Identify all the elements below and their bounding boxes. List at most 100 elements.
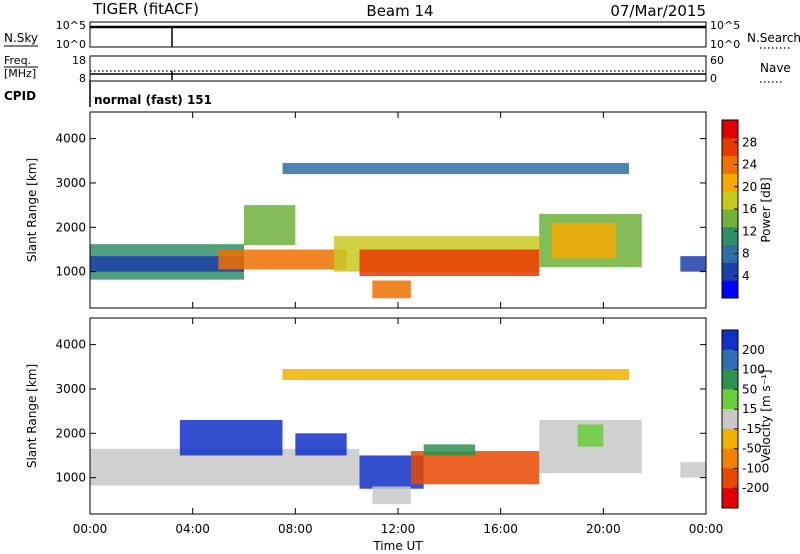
power-colorbar-seg-3 [722,226,738,246]
velocity-colorbar-label-5: -50 [742,442,762,456]
velocity-colorbar-label: Velocity [m s⁻¹] [759,369,773,462]
cpid-label: CPID [4,89,36,103]
power-colorbar-seg-2 [722,244,738,263]
nave-ytick-top-right: 60 [710,54,724,67]
velocity-xtick-label-5: 20:00 [586,522,621,536]
power-colorbar-label: Power [dB] [759,177,773,242]
velocity-band-6 [680,462,706,478]
power-ytick-label-1: 2000 [55,220,86,234]
power-colorbar-seg-7 [722,155,738,174]
velocity-band-2 [410,451,540,485]
power-band-7 [680,256,706,272]
velocity-colorbar-label-6: -100 [742,461,769,475]
velocity-colorbar-seg-1 [722,349,738,371]
power-colorbar-seg-9 [722,120,738,139]
velocity-xtick-label-3: 12:00 [381,522,416,536]
nsearch-label: N.Search [747,31,800,45]
time-axis-label: Time UT [372,539,423,553]
velocity-colorbar: 200 100 50 15 -15 -50 -100 -200 [721,329,769,509]
nsky-ytick-bottom-left: 10^0 [56,38,86,51]
power-colorbar-label-2: 12 [742,224,757,238]
velocity-band-10 [282,368,629,381]
freq-label-line1: Freq. [4,54,31,67]
velocity-band-9 [372,486,411,505]
velocity-ytick-label-3: 4000 [55,338,86,352]
cpid-value: normal (fast) 151 [94,93,212,107]
velocity-colorbar-seg-3 [722,389,738,410]
beam-label: Beam 14 [366,2,433,20]
freq-label-line2: [MHz] [4,67,36,80]
nsky-panel: 10^5 10^0 10^5 10^0 N.Sky N.Search [4,19,800,51]
power-band-4 [359,249,540,277]
power-colorbar-label-1: 8 [742,247,750,261]
nave-label: Nave [760,61,791,75]
power-colorbar-seg-5 [722,191,738,210]
velocity-ytick-label-1: 2000 [55,426,86,440]
velocity-xtick-label-6: 00:00 [689,522,724,536]
velocity-colorbar-label-4: -15 [742,422,762,436]
power-colorbar-seg-6 [722,173,738,192]
velocity-data [90,368,706,505]
velocity-xtick-label-0: 00:00 [73,522,108,536]
power-colorbar-label-0: 4 [742,269,750,283]
power-ytick-label-2: 3000 [55,176,86,190]
power-ytick-label-0: 1000 [55,265,86,279]
power-colorbar-seg-0 [722,280,738,299]
velocity-xtick-label-4: 16:00 [483,522,518,536]
velocity-colorbar-seg-0 [722,330,738,351]
power-colorbar-seg-1 [722,262,738,281]
nsky-frame [89,21,707,48]
velocity-colorbar-frame [721,329,739,509]
power-colorbar: 4 8 12 16 20 24 28 [721,119,757,299]
freq-ytick-bottom-left: 8 [79,72,86,85]
velocity-colorbar-label-1: 100 [742,363,765,377]
velocity-xtick-label-2: 08:00 [278,522,313,536]
velocity-panel: 1000 2000 3000 4000 00:00 04:00 08:00 12:00 16:… [25,317,773,553]
velocity-colorbar-seg-2 [722,369,738,390]
nsky-label: N.Sky [4,31,38,45]
freq-ytick-top-left: 18 [72,54,86,67]
velocity-colorbar-seg-4 [722,409,738,430]
velocity-xtick-label-1: 04:00 [175,522,210,536]
velocity-ylabel: Slant Range [km] [25,364,39,468]
nsky-ytick-top-right: 10^5 [710,19,740,32]
freq-frame [89,55,707,82]
velocity-colorbar-label-0: 200 [742,343,765,357]
velocity-xaxis: 00:00 04:00 08:00 12:00 16:00 20:00 00:00 [73,318,724,536]
velocity-colorbar-label-7: -200 [742,481,769,495]
velocity-band-3 [423,444,475,456]
cpid-row: CPID normal (fast) 151 [4,81,212,107]
power-colorbar-label-5: 24 [742,158,757,172]
velocity-colorbar-label-3: 15 [742,402,757,416]
power-band-9 [244,205,296,246]
velocity-colorbar-seg-5 [722,428,738,450]
velocity-colorbar-label-2: 50 [742,382,757,396]
power-band-1 [90,256,244,272]
power-ylabel: Slant Range [km] [25,158,39,262]
power-xaxis [89,112,707,308]
power-band-2 [218,249,347,270]
date-label: 07/Mar/2015 [610,2,706,20]
power-yaxis: 1000 2000 3000 4000 [55,132,706,279]
power-band-8 [372,280,411,299]
nsky-ytick-top-left: 10^5 [56,19,86,32]
power-ytick-label-3: 4000 [55,132,86,146]
power-band-10 [282,162,629,175]
velocity-colorbar-seg-6 [722,448,738,469]
velocity-ytick-label-0: 1000 [55,471,86,485]
velocity-band-5 [577,424,604,447]
velocity-ytick-label-2: 3000 [55,382,86,396]
station-title: TIGER (fitACF) [92,0,199,18]
power-colorbar-seg-8 [722,137,738,157]
freq-panel: 18 8 60 0 Freq. [MHz] Nave [4,54,791,85]
velocity-yaxis: 1000 2000 3000 4000 [55,338,706,485]
power-colorbar-seg-4 [722,209,738,228]
velocity-band-8 [295,433,347,456]
power-band-6 [552,222,617,259]
velocity-colorbar-seg-8 [722,488,738,509]
power-colorbar-label-4: 20 [742,180,757,194]
nsky-ytick-bottom-right: 10^0 [710,38,740,51]
power-data [90,162,706,299]
power-colorbar-label-3: 16 [742,202,757,216]
